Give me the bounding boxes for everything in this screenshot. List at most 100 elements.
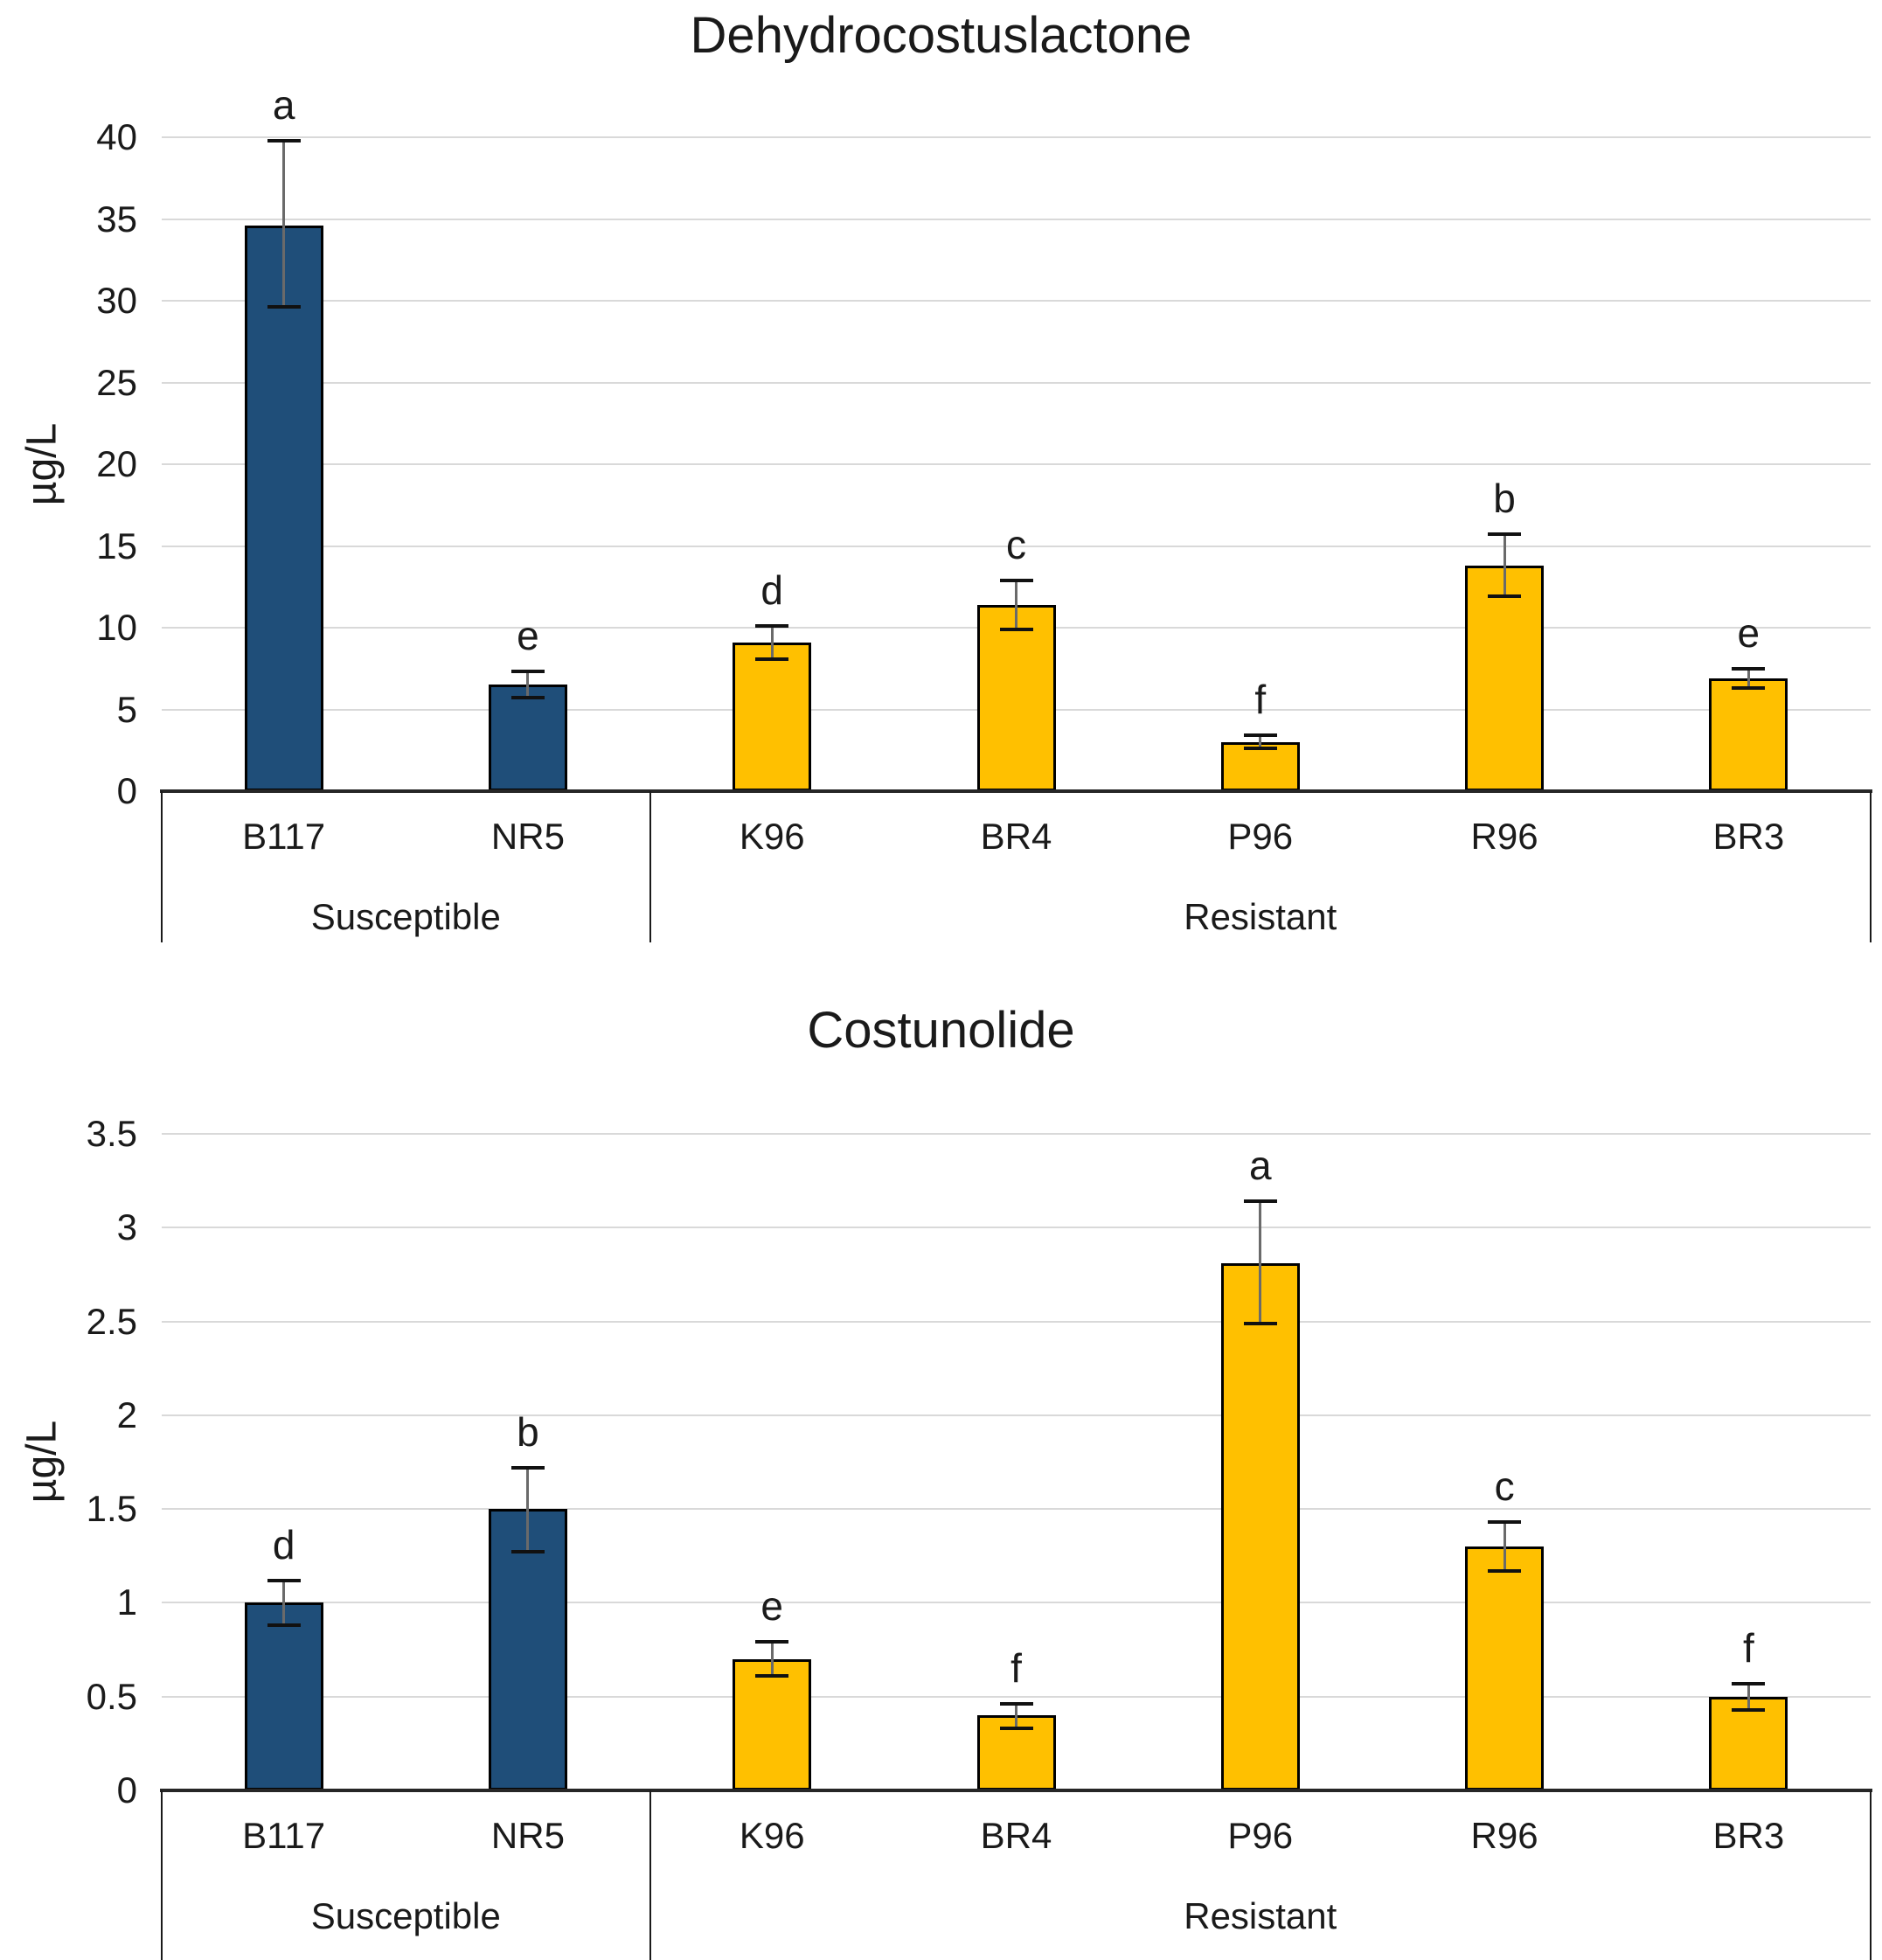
category-label-br3: BR3: [1712, 816, 1785, 857]
gridline: [162, 300, 1871, 302]
bar-nr5: [488, 685, 567, 791]
y-tick-label: 3: [116, 1206, 137, 1248]
error-bar: [1259, 735, 1262, 749]
error-bar-cap-top: [1732, 666, 1766, 671]
error-bar-cap-top: [510, 1465, 545, 1470]
category-label-b117: B117: [242, 1815, 326, 1856]
significance-letter: d: [760, 567, 783, 614]
error-bar: [1503, 1522, 1506, 1571]
error-bar-cap-top: [999, 578, 1033, 582]
gridline: [162, 708, 1871, 711]
gridline: [162, 1508, 1871, 1511]
y-tick-label: 2.5: [86, 1300, 137, 1342]
bar-r96: [1465, 1546, 1545, 1790]
error-bar-cap-top: [1732, 1681, 1766, 1685]
bar-br3: [1709, 678, 1788, 791]
gridline: [162, 545, 1871, 547]
gridline: [162, 381, 1871, 384]
error-bar-cap-bottom: [999, 627, 1033, 631]
significance-letter: b: [517, 1408, 539, 1455]
error-bar-cap-top: [1243, 1199, 1277, 1204]
group-label-susceptible: Susceptible: [310, 896, 501, 937]
error-bar-cap-top: [755, 624, 789, 629]
y-tick-label: 1.5: [86, 1488, 137, 1530]
error-bar-cap-bottom: [1488, 1568, 1522, 1573]
category-label-b117: B117: [242, 816, 326, 857]
error-bar-cap-top: [1488, 532, 1522, 537]
category-label-r96: R96: [1470, 816, 1538, 857]
error-bar-cap-bottom: [1243, 747, 1277, 751]
y-tick-label: 25: [96, 361, 137, 403]
gridline: [162, 463, 1871, 465]
error-bar: [526, 1467, 530, 1553]
gridline: [162, 136, 1871, 138]
error-bar: [526, 671, 530, 699]
category-label-nr5: NR5: [490, 1815, 565, 1856]
error-bar: [1747, 668, 1750, 689]
error-bar-cap-bottom: [755, 1674, 789, 1679]
group-band-edge-right: [1870, 791, 1872, 942]
group-label-resistant: Resistant: [1184, 896, 1337, 937]
error-bar: [770, 1642, 774, 1677]
significance-letter: f: [1742, 1624, 1754, 1671]
significance-letter: e: [760, 1583, 783, 1630]
y-axis-label: µg/L: [18, 1420, 66, 1504]
error-bar-cap-bottom: [510, 1550, 545, 1554]
category-label-nr5: NR5: [490, 816, 565, 857]
x-axis-line: [160, 789, 1872, 793]
y-tick-label: 0.5: [86, 1675, 137, 1717]
error-bar-cap-top: [267, 1578, 301, 1582]
category-label-p96: P96: [1227, 816, 1294, 857]
error-bar-cap-top: [1488, 1520, 1522, 1525]
error-bar-cap-bottom: [1732, 686, 1766, 691]
y-tick-label: 40: [96, 116, 137, 157]
y-tick-label: 2: [116, 1394, 137, 1435]
error-bar-cap-top: [999, 1702, 1033, 1706]
significance-letter: d: [272, 1521, 295, 1567]
category-label-br4: BR4: [980, 816, 1052, 857]
error-bar-cap-bottom: [1243, 1321, 1277, 1325]
significance-letter: a: [1248, 1143, 1272, 1189]
significance-letter: a: [272, 81, 295, 128]
group-divider: [649, 1790, 651, 1960]
gridline: [162, 1133, 1871, 1135]
bar-b117: [244, 1602, 323, 1790]
category-label-p96: P96: [1227, 1815, 1294, 1856]
group-label-resistant: Resistant: [1184, 1895, 1337, 1936]
y-tick-label: 5: [116, 688, 137, 730]
error-bar-cap-bottom: [755, 657, 789, 661]
category-label-k96: K96: [739, 1815, 805, 1856]
error-bar-cap-top: [1243, 733, 1277, 738]
gridline: [162, 1227, 1871, 1229]
category-label-k96: K96: [739, 816, 805, 857]
y-tick-label: 10: [96, 607, 137, 648]
significance-letter: f: [1010, 1645, 1022, 1692]
error-bar-cap-top: [510, 670, 545, 674]
error-bar-cap-top: [267, 138, 301, 142]
significance-letter: e: [517, 613, 539, 659]
group-band-edge-left: [161, 1790, 163, 1960]
y-axis-label: µg/L: [18, 422, 66, 506]
error-bar: [1015, 580, 1017, 629]
significance-letter: b: [1493, 476, 1516, 522]
significance-letter: c: [1494, 1463, 1515, 1510]
x-axis-line: [160, 1789, 1872, 1792]
significance-letter: c: [1006, 521, 1026, 567]
bar-br4: [976, 604, 1056, 791]
y-tick-label: 1: [116, 1581, 137, 1623]
group-band-edge-left: [161, 791, 163, 942]
error-bar-cap-bottom: [267, 305, 301, 309]
bar-nr5: [488, 1509, 567, 1790]
category-label-r96: R96: [1470, 1815, 1538, 1856]
error-bar: [1259, 1201, 1262, 1324]
group-divider: [649, 791, 651, 942]
gridline: [162, 627, 1871, 629]
error-bar-cap-bottom: [1488, 594, 1522, 599]
y-tick-label: 20: [96, 443, 137, 484]
y-tick-label: 35: [96, 198, 137, 240]
error-bar-cap-bottom: [510, 696, 545, 700]
error-bar: [282, 140, 286, 308]
